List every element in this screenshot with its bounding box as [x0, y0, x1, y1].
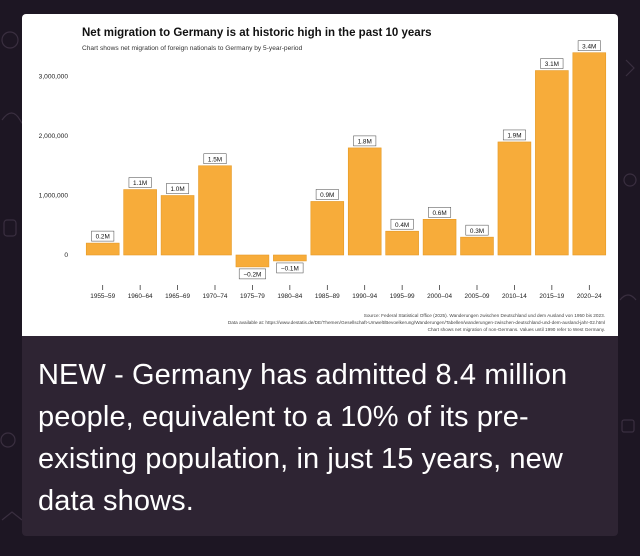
post-caption: NEW - Germany has admitted 8.4 million p…: [38, 359, 568, 517]
x-tick-label: 1995–99: [390, 293, 415, 300]
value-label: 0.9M: [320, 192, 334, 199]
value-label: 1.0M: [170, 186, 184, 193]
value-label-box: [128, 177, 152, 188]
bar-2005–09: [460, 236, 494, 256]
x-axis: 1955–59 1960–64 1965–69 1970–74 1975–79 1980–…: [90, 285, 602, 300]
value-label: 0.4M: [395, 222, 409, 229]
x-tick-label: 1975–79: [240, 293, 265, 300]
value-label-box: [502, 129, 526, 141]
value-label: 1.8M: [358, 139, 372, 146]
value-label: 3.1M: [545, 61, 559, 68]
x-tick-label: 1970–74: [203, 293, 228, 300]
value-label: −0.1M: [281, 266, 299, 273]
bar-1990–94: [347, 147, 382, 256]
bar-1955–59: [85, 242, 120, 256]
value-label-box: [390, 218, 414, 230]
bar-2000–04: [422, 219, 457, 256]
bar-2020–24: [572, 52, 607, 256]
x-tick-label: 1960–64: [128, 293, 153, 300]
value-label-box: [315, 189, 339, 200]
chart-panel: Net migration to Germany is at historic …: [22, 14, 618, 336]
value-label-box: [465, 224, 489, 236]
value-label-box: [577, 40, 601, 51]
x-tick-label: 2015–19: [539, 293, 564, 300]
value-label-box: [91, 230, 115, 242]
value-label: 0.2M: [96, 234, 110, 241]
x-tick-label: 1965–69: [165, 293, 190, 300]
chart-subtitle: Chart shows net migration of foreign nat…: [82, 45, 303, 52]
value-label-box: [166, 183, 190, 194]
y-tick-label: 3,000,000: [39, 74, 69, 81]
y-tick-label: 1,000,000: [39, 193, 69, 200]
value-label: −0.2M: [243, 272, 261, 279]
value-label-box: [238, 268, 266, 280]
y-axis: 0 1,000,000 2,000,000 3,000,000: [39, 74, 69, 260]
value-label-box: [276, 262, 304, 274]
value-label-box: [540, 58, 564, 69]
chart-svg: Net migration to Germany is at historic …: [39, 27, 607, 332]
data-link[interactable]: Data available at: https://www.destatis.…: [228, 320, 605, 325]
value-label: 3.4M: [582, 43, 596, 50]
value-label-box: [203, 153, 227, 164]
bar-series: 0.2M 1.1M 1.0M 1.5M −0.2M −0.1M 0.9M 1.8M 0.4M 0.…: [85, 40, 607, 280]
value-label: 1.5M: [208, 156, 222, 163]
bar-2010–14: [497, 141, 532, 256]
value-label: 1.1M: [133, 180, 147, 187]
value-label-box: [353, 135, 377, 147]
bar-1965–69: [160, 195, 195, 256]
x-tick-label: 2000–04: [427, 293, 452, 300]
bar-1995–99: [385, 230, 419, 256]
x-tick-label: 1955–59: [90, 293, 115, 300]
x-tick-label: 1990–94: [352, 293, 377, 300]
x-tick-label: 2020–24: [577, 293, 602, 300]
bar-2015–19: [535, 70, 569, 256]
x-tick-label: 1980–84: [277, 293, 302, 300]
bar-1975–79: [235, 254, 270, 268]
chart-footnote: Chart shows net migration of non-Germans…: [428, 327, 605, 332]
value-label-box: [428, 207, 452, 218]
post-card: Net migration to Germany is at historic …: [22, 14, 618, 536]
bar-1980–84: [273, 254, 307, 262]
value-label: 0.6M: [432, 210, 446, 217]
x-tick-label: 1985–89: [315, 293, 340, 300]
chart-title: Net migration to Germany is at historic …: [82, 27, 432, 39]
x-tick-label: 2010–14: [502, 293, 527, 300]
value-label: 1.9M: [507, 133, 521, 140]
bar-1985–89: [310, 201, 345, 256]
value-label: 0.3M: [470, 228, 484, 235]
y-tick-label: 0: [64, 252, 68, 259]
y-tick-label: 2,000,000: [39, 133, 69, 140]
x-tick-label: 2005–09: [465, 293, 490, 300]
source-note: Source: Federal Statistical Office (2025…: [364, 313, 605, 318]
bar-1960–64: [123, 189, 157, 256]
bar-1970–74: [198, 165, 232, 256]
